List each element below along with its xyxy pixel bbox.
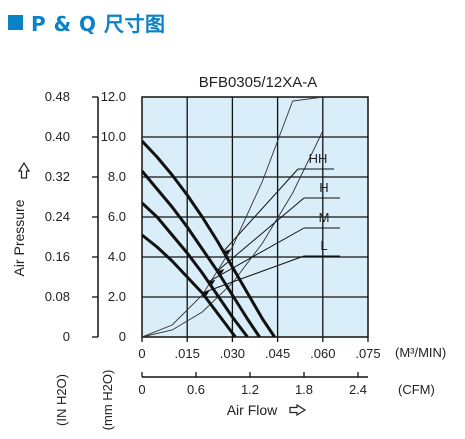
y-tick-in: 0.48: [45, 89, 70, 104]
y-tick-mm: 10.0: [101, 129, 126, 144]
y-tick-mm: 12.0: [101, 89, 126, 104]
y-axis-label: Air Pressure: [11, 199, 27, 276]
x-tick-cfm: 1.2: [241, 382, 259, 397]
arrow-up-icon: [17, 161, 31, 179]
x-unit-cfm: (CFM): [398, 382, 435, 397]
y-unit-in-label: (IN H2O): [54, 374, 69, 426]
x-tick-m3min: .075: [355, 346, 380, 361]
x-tick-m3min: .015: [175, 346, 200, 361]
series-label-l: L: [320, 238, 327, 253]
x-tick-cfm: 0: [138, 382, 145, 397]
series-line-h: [142, 170, 261, 337]
y-tick-mm: 2.0: [108, 289, 126, 304]
y-tick-mm: 4.0: [108, 249, 126, 264]
y-tick-mm: 0: [119, 329, 126, 344]
y-unit-mm-label: (mm H2O): [100, 370, 115, 431]
leader-arrowhead: [208, 279, 216, 285]
section-header: P & Q 尺寸图: [8, 8, 166, 36]
y-tick-in: 0.40: [45, 129, 70, 144]
impedance-curves: [142, 97, 324, 337]
impedance-curve-1: [142, 130, 324, 337]
section-title: P & Q 尺寸图: [31, 11, 166, 36]
series-line-l: [142, 233, 237, 337]
y-tick-mm: 8.0: [108, 169, 126, 184]
series-label-hh: HH: [309, 151, 328, 166]
axis-ticks: 0.48 12.00.40 10.00.32 8.00.24 6.00.16 4.00.0…: [45, 89, 381, 397]
arrow-right-icon: [289, 403, 307, 417]
leader-arrowhead: [223, 249, 231, 255]
series-line-m: [142, 201, 249, 337]
y-tick-mm: 6.0: [108, 209, 126, 224]
x-unit-m3min: (M³/MIN): [395, 345, 446, 360]
y-tick-in: 0.08: [45, 289, 70, 304]
y-tick-in: 0.24: [45, 209, 70, 224]
chart-title: BFB0305/12XA-A: [199, 74, 317, 91]
x-tick-m3min: .060: [310, 346, 335, 361]
leader-line: [202, 255, 305, 294]
x-tick-m3min: 0: [138, 346, 145, 361]
series-label-m: M: [319, 210, 330, 225]
x-tick-cfm: 1.8: [295, 382, 313, 397]
leader-line: [222, 168, 299, 252]
y-axis-title: Air Pressure: [11, 161, 31, 277]
x-tick-m3min: .030: [220, 346, 245, 361]
plot-frame: [141, 96, 369, 338]
x-tick-cfm: 0.6: [187, 382, 205, 397]
y-tick-in: 0: [63, 329, 70, 344]
pq-curves: [142, 139, 276, 337]
series-label-h: H: [319, 180, 328, 195]
series-line-hh: [142, 139, 276, 337]
x-tick-m3min: .045: [265, 346, 290, 361]
x-tick-cfm: 2.4: [349, 382, 367, 397]
leader-arrowhead: [202, 291, 210, 296]
impedance-curve-2: [142, 97, 323, 337]
leader-arrowhead: [217, 269, 225, 274]
x-axis-label: Air Flow: [227, 402, 278, 418]
square-bullet-icon: [8, 14, 23, 30]
x-axis-title: Air Flow: [227, 402, 307, 418]
leader-line: [217, 197, 305, 272]
y-tick-in: 0.16: [45, 249, 70, 264]
leader-line: [208, 227, 305, 283]
y-tick-in: 0.32: [45, 169, 70, 184]
